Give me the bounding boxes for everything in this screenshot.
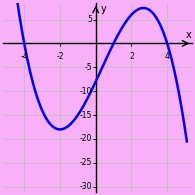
- Text: -30: -30: [80, 182, 92, 191]
- Text: -15: -15: [80, 111, 92, 120]
- Text: -4: -4: [20, 52, 28, 61]
- Text: -2: -2: [56, 52, 64, 61]
- Text: -10: -10: [80, 87, 92, 96]
- Text: y: y: [101, 4, 107, 14]
- Text: -5: -5: [84, 63, 92, 72]
- Text: -20: -20: [80, 135, 92, 144]
- Text: 4: 4: [165, 52, 170, 61]
- Text: x: x: [186, 30, 191, 40]
- Text: 5: 5: [87, 15, 92, 24]
- Text: 2: 2: [129, 52, 134, 61]
- Text: -25: -25: [80, 158, 92, 167]
